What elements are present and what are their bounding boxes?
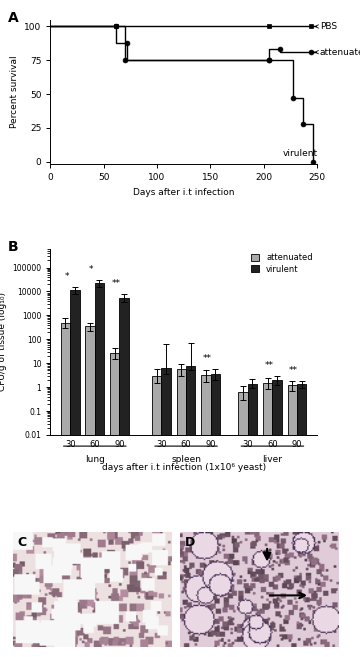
Text: A: A bbox=[8, 11, 18, 25]
X-axis label: Days after i.t infection: Days after i.t infection bbox=[133, 188, 234, 197]
Text: 60: 60 bbox=[181, 440, 192, 449]
Text: **: ** bbox=[112, 279, 121, 288]
Text: 90: 90 bbox=[206, 440, 216, 449]
Text: liver: liver bbox=[262, 455, 282, 464]
Text: PBS: PBS bbox=[314, 22, 337, 31]
Bar bbox=[201, 375, 211, 657]
Bar bbox=[211, 374, 220, 657]
Text: D: D bbox=[185, 535, 195, 549]
Y-axis label: Percent survival: Percent survival bbox=[10, 56, 19, 128]
Bar bbox=[70, 290, 80, 657]
Bar bbox=[95, 283, 104, 657]
Text: **: ** bbox=[289, 366, 298, 374]
Bar bbox=[161, 368, 171, 657]
Text: virulent: virulent bbox=[283, 149, 318, 158]
Bar bbox=[238, 392, 248, 657]
Bar bbox=[288, 385, 297, 657]
Text: 60: 60 bbox=[90, 440, 100, 449]
Text: **: ** bbox=[203, 354, 212, 363]
X-axis label: days after i.t infection (1x10⁶ yeast): days after i.t infection (1x10⁶ yeast) bbox=[102, 463, 266, 472]
Bar bbox=[110, 353, 120, 657]
Bar bbox=[152, 376, 161, 657]
Y-axis label: CFU/g of tissue (log₁₀): CFU/g of tissue (log₁₀) bbox=[0, 292, 7, 392]
Text: **: ** bbox=[265, 361, 274, 371]
Bar bbox=[85, 327, 95, 657]
Text: 90: 90 bbox=[292, 440, 302, 449]
Bar bbox=[120, 298, 129, 657]
Text: *: * bbox=[89, 265, 94, 274]
Bar bbox=[273, 380, 282, 657]
Text: B: B bbox=[8, 240, 18, 254]
Bar bbox=[248, 384, 257, 657]
Text: 30: 30 bbox=[242, 440, 253, 449]
Text: 90: 90 bbox=[114, 440, 125, 449]
Bar bbox=[61, 323, 70, 657]
Text: C: C bbox=[17, 535, 27, 549]
Text: 30: 30 bbox=[156, 440, 167, 449]
Legend: attenuated, virulent: attenuated, virulent bbox=[251, 253, 312, 273]
Text: lung: lung bbox=[85, 455, 105, 464]
Bar bbox=[186, 366, 195, 657]
Bar bbox=[263, 383, 273, 657]
Text: 60: 60 bbox=[267, 440, 278, 449]
Bar bbox=[177, 369, 186, 657]
Text: 30: 30 bbox=[65, 440, 76, 449]
Bar bbox=[297, 384, 306, 657]
Text: spleen: spleen bbox=[171, 455, 201, 464]
Text: *: * bbox=[64, 272, 69, 281]
Text: attenuated: attenuated bbox=[314, 48, 360, 57]
